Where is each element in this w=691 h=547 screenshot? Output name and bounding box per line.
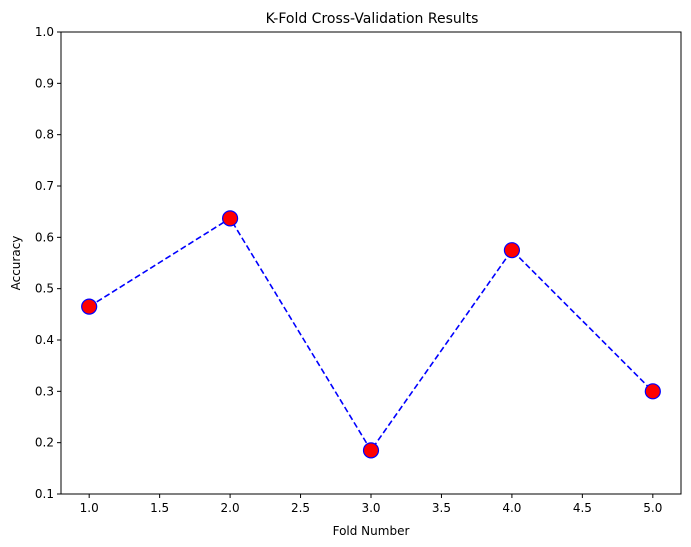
y-tick-label: 0.3 (35, 384, 54, 398)
y-tick-label: 0.1 (35, 487, 54, 501)
x-tick-label: 2.0 (221, 501, 240, 515)
y-tick-label: 0.7 (35, 179, 54, 193)
chart-title: K-Fold Cross-Validation Results (266, 11, 479, 27)
data-point (221, 210, 239, 227)
x-tick-label: 2.5 (291, 501, 310, 515)
x-tick-label: 3.0 (361, 501, 380, 515)
x-tick-label: 4.0 (502, 501, 521, 515)
plot-area: 1.0 1.5 2.0 2.5 3.0 3.5 4.0 4.5 5.0 0.1 0.2 0.3 0.4 0… (35, 25, 662, 515)
plot-frame (60, 31, 682, 495)
x-tick-label: 1.5 (150, 501, 169, 515)
data-point (503, 242, 521, 259)
y-tick-label: 0.2 (35, 436, 54, 450)
x-tick-label: 5.0 (643, 501, 662, 515)
x-axis-label: Fold Number (333, 524, 410, 538)
x-tick-label: 1.0 (80, 501, 99, 515)
x-tick-label: 3.5 (432, 501, 451, 515)
y-tick-label: 0.8 (35, 128, 54, 142)
series-line (88, 217, 654, 452)
data-point (644, 383, 661, 400)
data-point (81, 298, 98, 315)
y-tick-label: 0.6 (35, 230, 54, 244)
y-tick-label: 0.4 (35, 333, 54, 347)
y-tick-label: 0.9 (35, 76, 54, 90)
x-tick-label: 4.5 (573, 501, 592, 515)
y-axis-label: Accuracy (9, 236, 23, 291)
y-tick-label: 1.0 (35, 25, 54, 39)
y-tick-label: 0.5 (35, 282, 54, 296)
data-point (362, 442, 380, 459)
